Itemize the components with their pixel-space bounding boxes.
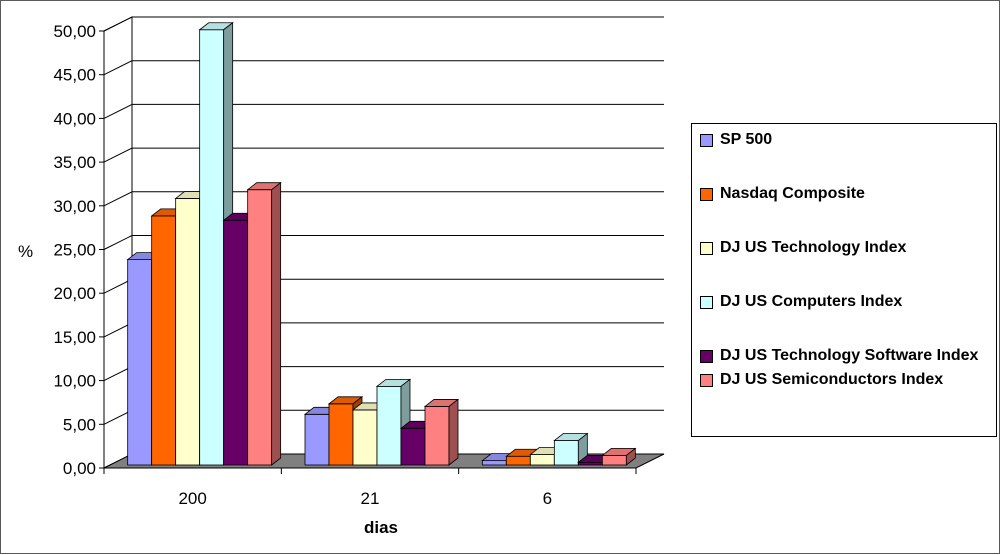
bar-front	[481, 460, 507, 466]
legend-item-nasdaq: Nasdaq Composite	[700, 184, 988, 204]
x-axis-title: dias	[364, 518, 398, 537]
bar-front	[151, 215, 177, 466]
bar-front	[553, 440, 579, 466]
bar-front	[376, 385, 402, 466]
bar	[423, 398, 460, 466]
legend-label-software: DJ US Technology Software Index	[720, 347, 979, 364]
bar-front	[424, 406, 450, 466]
legend-item-sp500: SP 500	[700, 130, 988, 150]
x-axis-ticks: 200 21 6	[103, 468, 637, 508]
legend-item-software: DJ US Technology Software Index	[700, 346, 988, 366]
bar-front	[529, 454, 555, 466]
legend-label-technology: DJ US Technology Index	[720, 239, 907, 256]
bar-front	[601, 454, 627, 466]
legend-label-nasdaq: Nasdaq Composite	[720, 185, 865, 202]
y-tick-label: 20,00	[53, 284, 96, 303]
legend-swatch-software	[700, 350, 713, 363]
bar-front	[304, 413, 330, 466]
y-axis-ticks: 0,00 5,00 10,00 15,00 20,00 25,00 30,00 35,00 40…	[53, 22, 636, 478]
legend-item-technology: DJ US Technology Index	[700, 238, 988, 258]
bar-side	[625, 447, 636, 466]
bar	[601, 447, 637, 466]
bars	[126, 21, 637, 466]
gridline-diagonal	[103, 235, 133, 250]
legend-swatch-nasdaq	[700, 188, 713, 201]
y-tick-label: 25,00	[53, 241, 96, 260]
y-tick-label: 0,00	[63, 459, 96, 478]
y-tick-label: 35,00	[53, 153, 96, 172]
bar-front	[127, 259, 153, 466]
y-tick-label: 5,00	[63, 415, 96, 434]
bar-front	[352, 409, 378, 466]
bar-front	[505, 455, 531, 466]
bar-side	[448, 398, 459, 466]
gridline-diagonal	[103, 191, 133, 207]
legend-item-semiconductors: DJ US Semiconductors Index	[700, 370, 988, 390]
y-tick-label: 10,00	[53, 372, 96, 391]
bar-side	[271, 181, 282, 466]
gridline-diagonal	[103, 103, 133, 119]
x-tick-label: 21	[361, 489, 380, 508]
y-tick-label: 45,00	[53, 66, 96, 85]
legend-label-semiconductors: DJ US Semiconductors Index	[720, 371, 944, 388]
x-tick-label: 200	[178, 489, 206, 508]
legend-swatch-semiconductors	[700, 374, 713, 387]
legend-label-sp500: SP 500	[720, 131, 773, 148]
y-tick-label: 15,00	[53, 328, 96, 347]
bar-front	[175, 198, 201, 466]
legend-label-computers: DJ US Computers Index	[720, 293, 903, 310]
y-axis-title: %	[18, 242, 33, 261]
legend-swatch-technology	[700, 242, 713, 255]
bar-front	[247, 189, 273, 466]
gridline-diagonal	[103, 147, 133, 163]
legend-swatch-sp500	[700, 134, 713, 147]
gridline-diagonal	[103, 16, 133, 32]
x-tick-label: 6	[543, 489, 552, 508]
bar-front	[328, 403, 354, 466]
bar-front	[400, 427, 426, 466]
y-tick-label: 30,00	[53, 197, 96, 216]
gridline-diagonal	[103, 60, 133, 76]
bar-front	[223, 219, 249, 466]
legend-swatch-computers	[700, 296, 713, 309]
bar	[246, 181, 282, 466]
bar-front	[199, 29, 225, 466]
chart-legend: SP 500 Nasdaq Composite DJ US Technology…	[691, 123, 997, 437]
y-tick-label: 40,00	[53, 109, 96, 128]
legend-item-computers: DJ US Computers Index	[700, 292, 988, 312]
y-tick-label: 50,00	[53, 22, 96, 41]
